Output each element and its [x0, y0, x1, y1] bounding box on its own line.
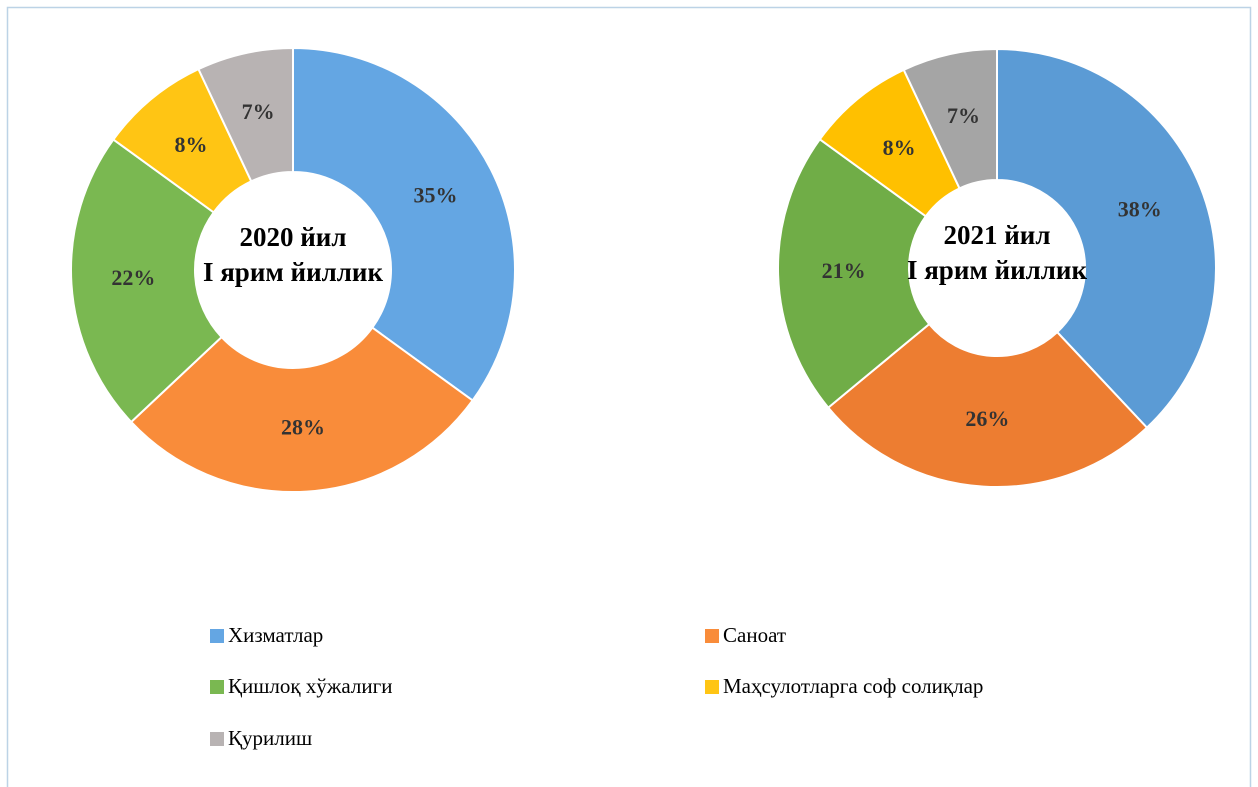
data-label: 28%	[281, 415, 325, 440]
chart-title: 2021 йил	[943, 220, 1050, 250]
data-label: 35%	[414, 182, 458, 207]
frame	[6, 6, 1252, 787]
legend-label: Маҳсулотларга соф солиқлар	[723, 674, 983, 698]
data-label: 21%	[822, 258, 866, 283]
slice	[902, 47, 998, 190]
legend-swatch	[210, 680, 224, 694]
data-label: 38%	[1118, 197, 1162, 222]
data-label: 22%	[111, 265, 155, 290]
data-label: 8%	[883, 135, 916, 160]
chart-title: I ярим йиллик	[907, 255, 1088, 285]
slice	[826, 322, 1149, 488]
chart-title: 2020 йил	[239, 222, 346, 252]
legend-label: Хизматлар	[228, 623, 323, 647]
data-label: 8%	[175, 132, 208, 157]
legend-swatch	[705, 680, 719, 694]
data-label: 26%	[965, 406, 1009, 431]
slice	[292, 46, 516, 402]
legend-swatch	[210, 629, 224, 643]
slice	[996, 47, 1217, 430]
legend-swatch	[705, 629, 719, 643]
legend-swatch	[210, 732, 224, 746]
slice	[70, 138, 223, 424]
chart-title: I ярим йиллик	[203, 257, 384, 287]
data-label: 7%	[947, 103, 980, 128]
slice	[777, 137, 931, 410]
slice	[129, 326, 474, 493]
data-label: 7%	[242, 99, 275, 124]
legend-label: Саноат	[723, 623, 786, 647]
legend-label: Қишлоқ хўжалиги	[228, 674, 392, 698]
slice	[197, 46, 294, 183]
legend-label: Қурилиш	[228, 726, 312, 750]
